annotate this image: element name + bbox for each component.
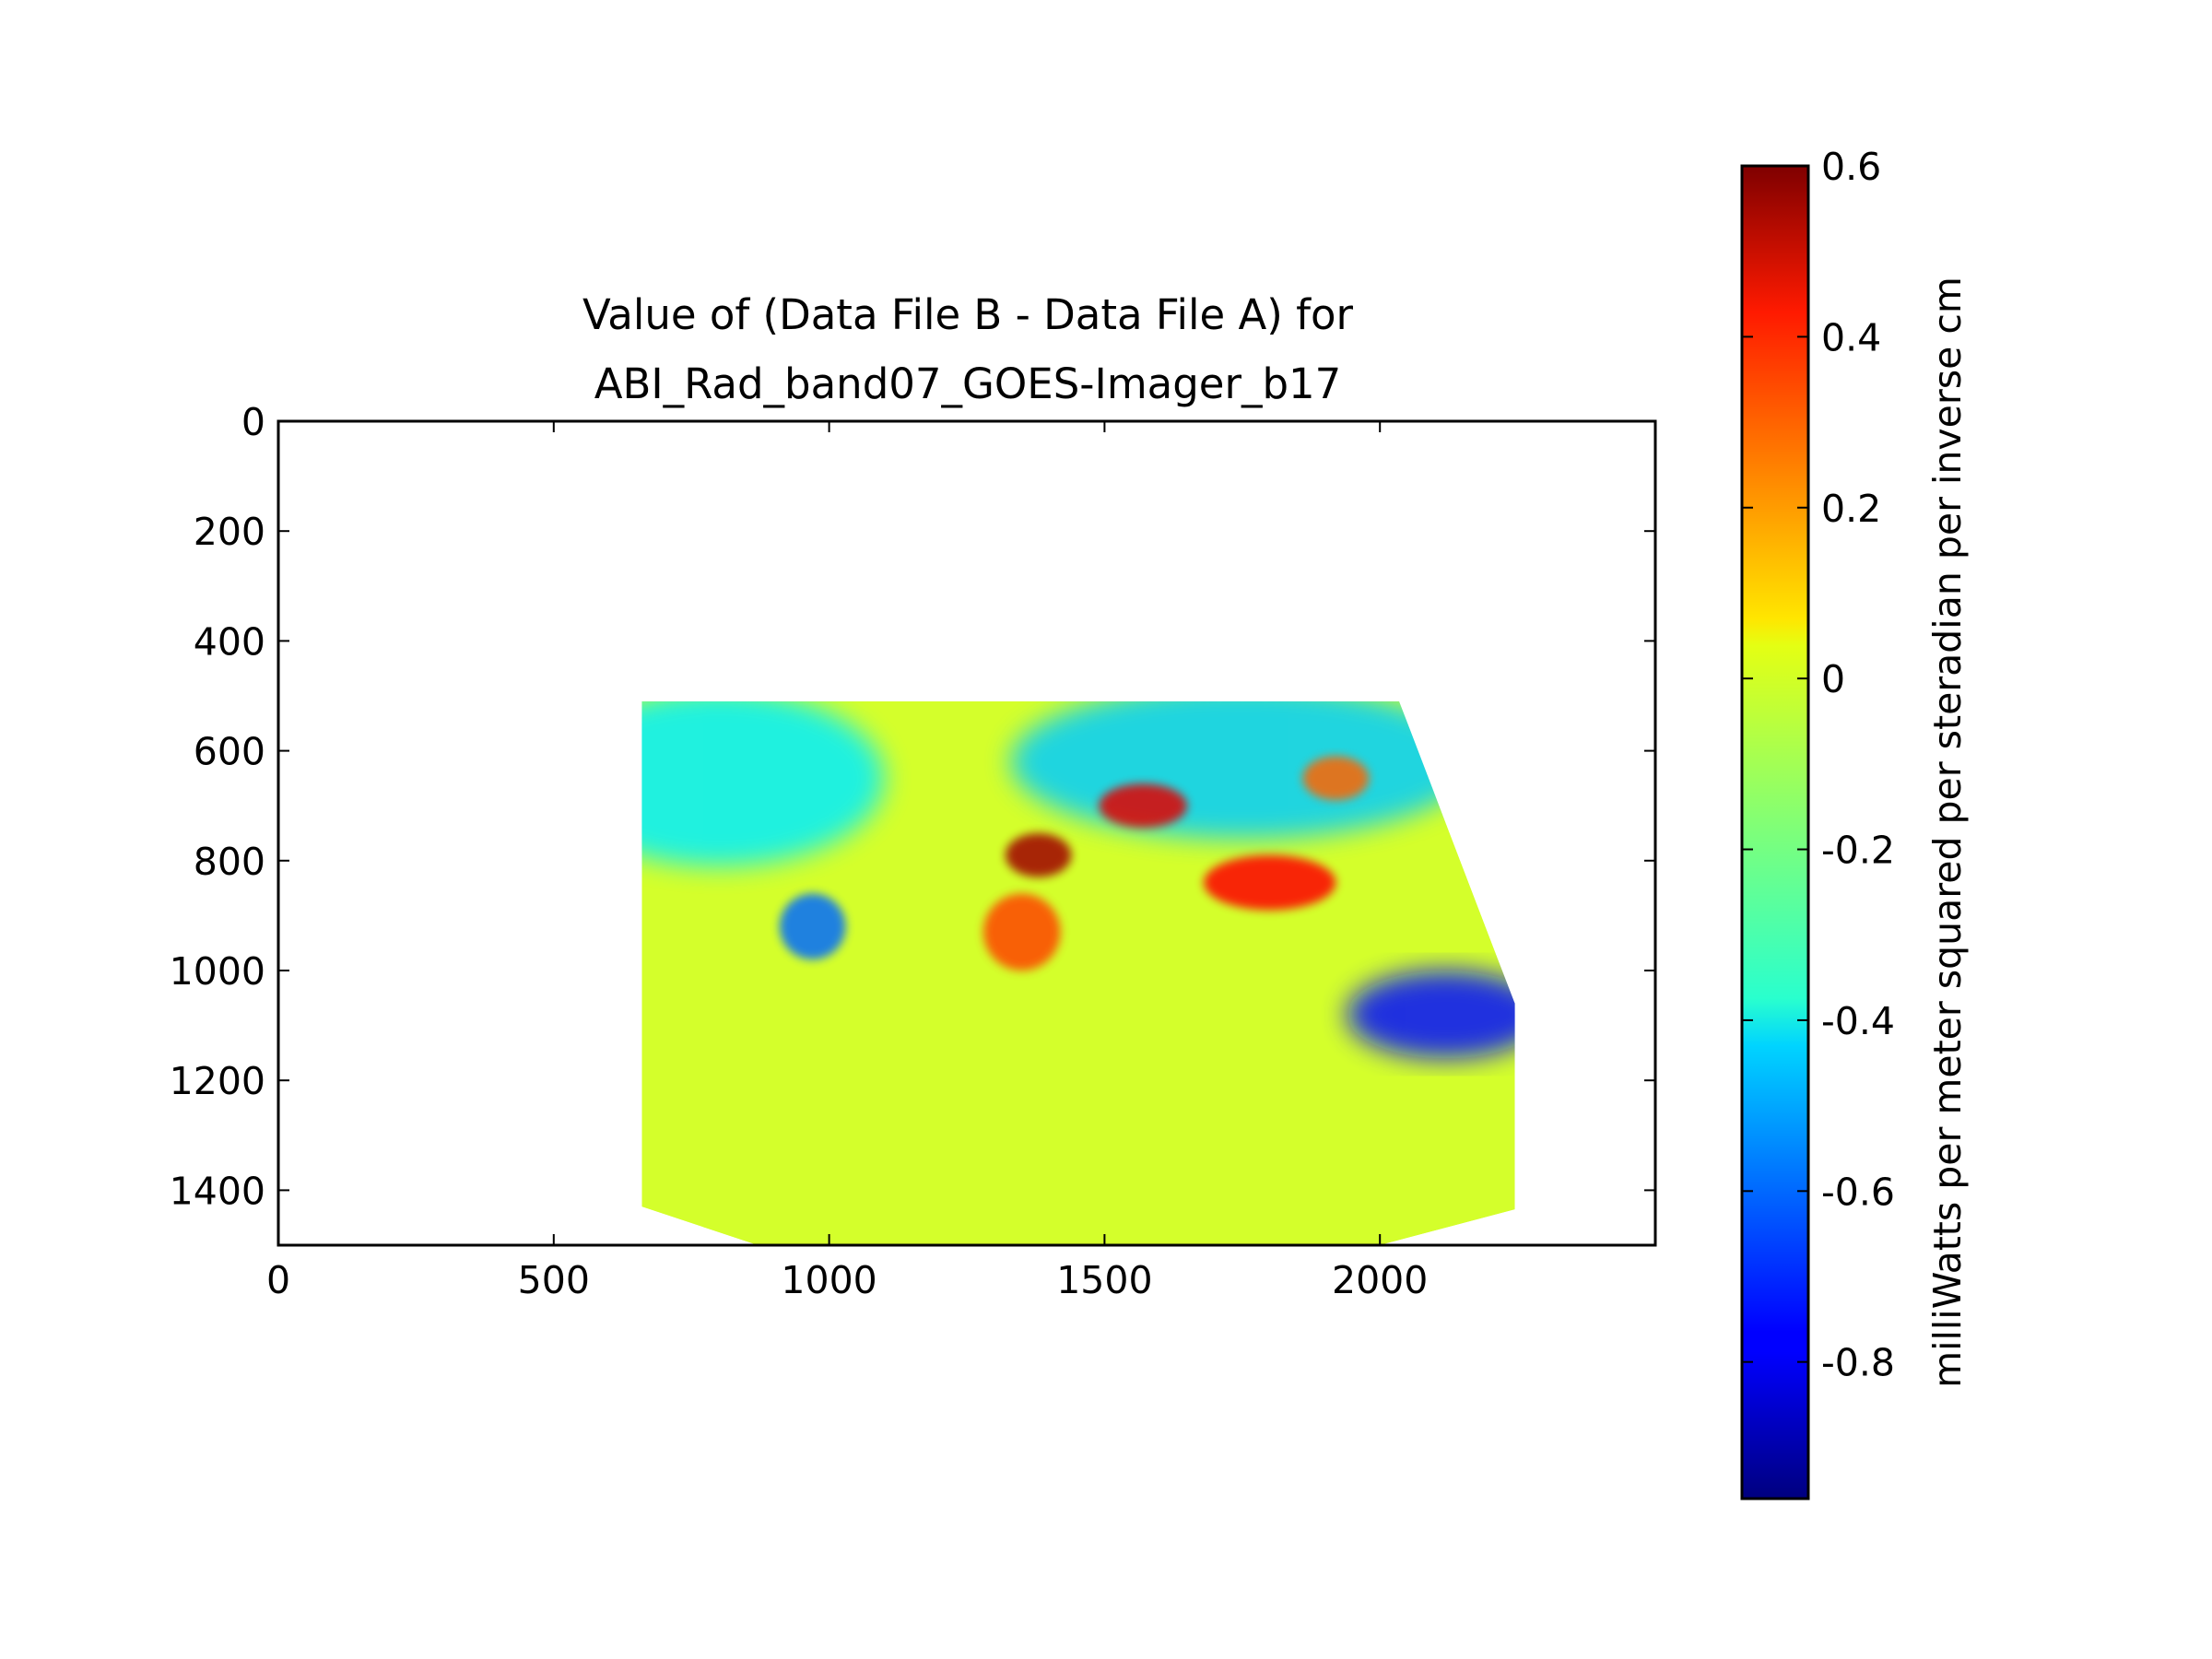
- x-tick-label: 500: [518, 1258, 590, 1302]
- heatmap-image: [641, 701, 1515, 1245]
- y-tick-label: 800: [194, 840, 265, 884]
- y-tick-label: 0: [241, 400, 265, 444]
- colorbar-tick-label: 0: [1821, 657, 1845, 701]
- heatmap-feature-positive: [982, 893, 1061, 971]
- colorbar-tick-label: -0.4: [1821, 999, 1895, 1043]
- x-axis: 0 500 1000 1500 2000: [266, 421, 1428, 1302]
- plot-area: 0 500 1000 1500 2000 0 200 400 600 800 1000 1200 14…: [170, 400, 1657, 1302]
- y-tick-label: 600: [194, 730, 265, 774]
- heatmap-feature-negative: [641, 701, 885, 866]
- colorbar-tick-label: -0.6: [1821, 1170, 1895, 1214]
- y-tick-label: 400: [194, 619, 265, 664]
- colorbar-tick-label: 0.6: [1821, 145, 1881, 189]
- chart-title-line-2: ABI_Rad_band07_GOES-Imager_b17: [594, 359, 1342, 408]
- y-tick-label: 1400: [170, 1169, 265, 1213]
- y-axis: 0 200 400 600 800 1000 1200 1400: [170, 400, 1655, 1213]
- colorbar-label: milliWatts per meter squared per steradi…: [1925, 276, 1970, 1388]
- heatmap-feature-positive: [1203, 854, 1336, 911]
- heatmap-feature-negative: [1347, 971, 1515, 1059]
- heatmap-features: [641, 701, 1515, 1059]
- x-tick-label: 1500: [1056, 1258, 1152, 1302]
- colorbar-gradient: [1740, 164, 1810, 1500]
- y-tick-label: 200: [194, 510, 265, 554]
- heatmap-feature-positive: [1302, 756, 1370, 801]
- heatmap-feature-positive: [1005, 833, 1072, 877]
- colorbar: 0.6 0.4 0.2 0 -0.2 -0.4 -0.6 -0.8 milliWatts pe…: [1740, 145, 1970, 1500]
- colorbar-ticks: 0.6 0.4 0.2 0 -0.2 -0.4 -0.6 -0.8: [1742, 145, 1895, 1385]
- colorbar-tick-label: 0.4: [1821, 315, 1881, 359]
- x-tick-label: 1000: [781, 1258, 877, 1302]
- chart-title-line-1: Value of (Data File B - Data File A) for: [582, 290, 1354, 339]
- heatmap-feature-negative: [779, 893, 846, 960]
- y-tick-label: 1000: [170, 949, 265, 994]
- x-tick-label: 2000: [1332, 1258, 1428, 1302]
- y-tick-label: 1200: [170, 1059, 265, 1103]
- x-tick-label: 0: [266, 1258, 290, 1302]
- heatmap-feature-positive: [1099, 783, 1188, 829]
- colorbar-tick-label: 0.2: [1821, 487, 1881, 531]
- plot-frame: [276, 419, 1657, 1247]
- data-region-fill: [641, 701, 1515, 1245]
- colorbar-tick-label: -0.2: [1821, 829, 1895, 873]
- colorbar-tick-label: -0.8: [1821, 1341, 1895, 1385]
